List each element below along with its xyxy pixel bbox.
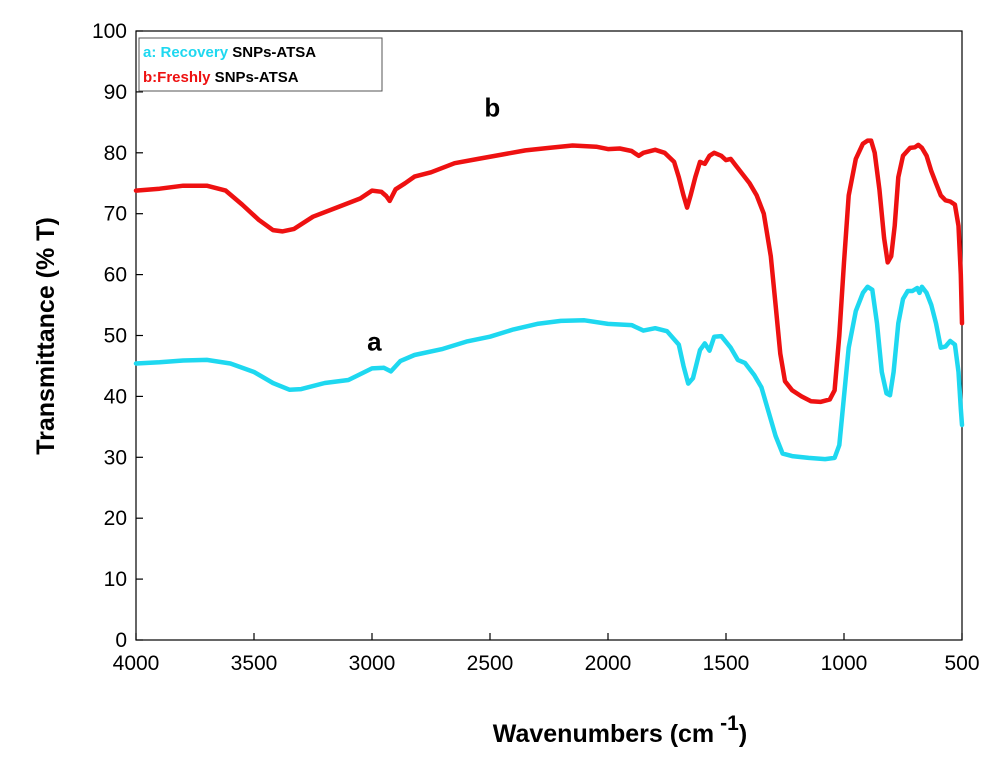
x-tick-label: 500	[944, 652, 979, 675]
x-tick-label: 3500	[231, 652, 278, 675]
series-line-b	[133, 138, 965, 405]
legend: a: Recovery SNPs-ATSA b:Freshly SNPs-ATS…	[138, 37, 383, 92]
legend-entry-a-suffix: SNPs-ATSA	[228, 44, 316, 61]
legend-entry-a: a: Recovery SNPs-ATSA	[143, 44, 316, 61]
y-tick-label: 50	[104, 325, 127, 348]
y-axis: 0 10 20 30 40 50 60 70 80 90 100	[92, 20, 143, 652]
x-axis-title: Wavenumbers (cm -1)	[493, 712, 747, 748]
y-axis-title: Transmittance (% T)	[32, 217, 60, 455]
y-tick-label: 90	[104, 81, 127, 104]
legend-entry-b-prefix: b:Freshly	[143, 69, 211, 86]
y-tick-label: 30	[104, 446, 127, 469]
y-tick-label: 40	[104, 385, 127, 408]
series-line-a	[133, 284, 965, 462]
x-tick-label: 2000	[585, 652, 632, 675]
y-tick-label: 0	[115, 629, 127, 652]
curve-label-b: b	[484, 92, 500, 122]
x-tick-label: 1000	[821, 652, 868, 675]
y-tick-label: 100	[92, 20, 127, 43]
legend-entry-b-suffix: SNPs-ATSA	[211, 69, 299, 86]
x-tick-label: 1500	[703, 652, 750, 675]
y-tick-label: 60	[104, 264, 127, 287]
y-tick-label: 70	[104, 203, 127, 226]
y-tick-label: 20	[104, 507, 127, 530]
x-axis-title-superscript: -1	[720, 712, 739, 735]
series-layer	[133, 138, 965, 462]
x-tick-label: 4000	[113, 652, 160, 675]
x-axis-title-main: Wavenumbers (cm	[493, 720, 714, 748]
y-tick-label: 80	[104, 142, 127, 165]
legend-entry-b: b:Freshly SNPs-ATSA	[143, 69, 299, 86]
legend-entry-a-prefix: a: Recovery	[143, 44, 229, 61]
annotation-layer: ab	[367, 92, 500, 356]
x-axis-title-close: )	[739, 720, 747, 748]
x-axis: 4000 3500 3000 2500 2000 1500 1000 500	[113, 633, 980, 675]
x-tick-label: 3000	[349, 652, 396, 675]
legend-box	[138, 37, 383, 92]
x-tick-label: 2500	[467, 652, 514, 675]
y-tick-label: 10	[104, 568, 127, 591]
curve-label-a: a	[367, 327, 382, 357]
